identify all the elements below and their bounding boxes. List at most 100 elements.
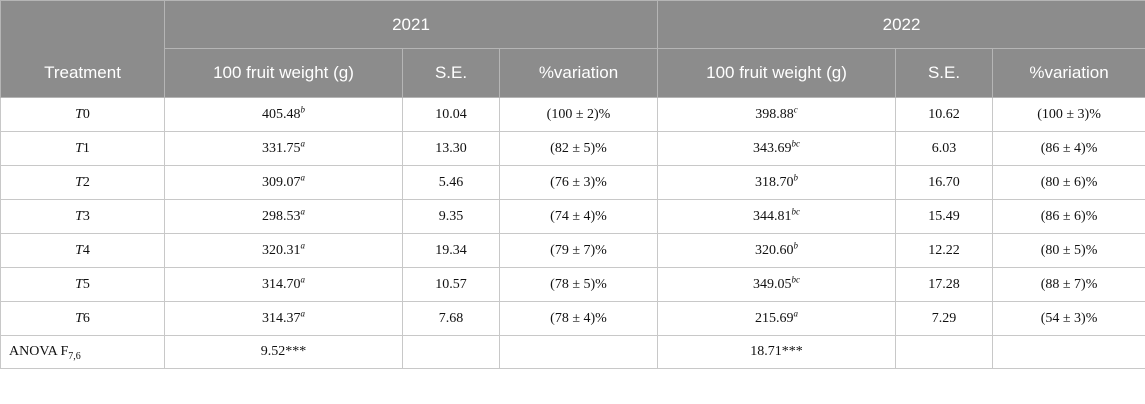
variation-2022-cell: (54 ± 3)% xyxy=(992,301,1145,336)
significance-letter: bc xyxy=(791,273,801,284)
se-2022-cell: 6.03 xyxy=(895,131,994,166)
treatment-cell: T4 xyxy=(0,233,165,268)
significance-letter: b xyxy=(793,239,799,250)
table-row: T0 405.48b 10.04 (100 ± 2)% 398.88c 10.6… xyxy=(0,97,1145,132)
weight-2021-cell: 331.75a xyxy=(164,131,403,166)
results-table: Treatment 2021 2022 100 fruit weight (g)… xyxy=(0,0,1145,369)
anova-label-cell: ANOVA F7,6 xyxy=(0,335,165,369)
variation-2022-cell: (86 ± 4)% xyxy=(992,131,1145,166)
header-se-2022: S.E. xyxy=(895,48,994,98)
header-treatment: Treatment xyxy=(0,0,165,98)
treatment-cell: T5 xyxy=(0,267,165,302)
empty-cell xyxy=(992,335,1145,369)
weight-2021-cell: 314.37a xyxy=(164,301,403,336)
table-row: T5 314.70a 10.57 (78 ± 5)% 349.05bc 17.2… xyxy=(0,267,1145,302)
significance-letter: a xyxy=(300,171,306,182)
weight-value: 215.69 xyxy=(755,310,794,326)
variation-2021-cell: (74 ± 4)% xyxy=(498,199,659,234)
variation-2022-cell: (80 ± 5)% xyxy=(992,233,1145,268)
se-2022-cell: 7.29 xyxy=(895,301,994,336)
weight-value: 318.70 xyxy=(755,174,794,190)
se-2021-cell: 5.46 xyxy=(402,165,500,200)
anova-label: ANOVA F xyxy=(9,344,69,359)
significance-letter: a xyxy=(300,205,306,216)
se-2021-cell: 19.34 xyxy=(402,233,500,268)
se-2021-cell: 7.68 xyxy=(402,301,500,336)
header-weight-2021: 100 fruit weight (g) xyxy=(164,48,403,98)
variation-2021-cell: (78 ± 4)% xyxy=(498,301,659,336)
table-row: T3 298.53a 9.35 (74 ± 4)% 344.81bc 15.49… xyxy=(0,199,1145,234)
variation-2021-cell: (78 ± 5)% xyxy=(498,267,659,302)
significance-letter: bc xyxy=(791,205,801,216)
weight-value: 405.48 xyxy=(262,106,301,122)
header-year-2021: 2021 xyxy=(163,0,659,49)
weight-value: 349.05 xyxy=(753,276,792,292)
header-year-2022: 2022 xyxy=(657,0,1145,49)
table-row: T1 331.75a 13.30 (82 ± 5)% 343.69bc 6.03… xyxy=(0,131,1145,166)
treatment-cell: T3 xyxy=(0,199,165,234)
se-2022-cell: 10.62 xyxy=(895,97,994,132)
treatment-letter: T xyxy=(75,208,83,224)
treatment-cell: T1 xyxy=(0,131,165,166)
se-2022-cell: 17.28 xyxy=(895,267,994,302)
weight-value: 309.07 xyxy=(262,174,301,190)
weight-value: 298.53 xyxy=(262,208,301,224)
weight-2021-cell: 298.53a xyxy=(164,199,403,234)
se-2022-cell: 16.70 xyxy=(895,165,994,200)
treatment-number: 5 xyxy=(82,276,90,292)
variation-2022-cell: (80 ± 6)% xyxy=(992,165,1145,200)
significance-letter: c xyxy=(793,103,798,114)
variation-2022-cell: (100 ± 3)% xyxy=(992,97,1145,132)
significance-letter: a xyxy=(300,273,306,284)
weight-2021-cell: 320.31a xyxy=(164,233,403,268)
weight-value: 344.81 xyxy=(753,208,792,224)
se-2021-cell: 9.35 xyxy=(402,199,500,234)
variation-2022-cell: (86 ± 6)% xyxy=(992,199,1145,234)
weight-2021-cell: 405.48b xyxy=(164,97,403,132)
weight-2022-cell: 343.69bc xyxy=(657,131,897,166)
se-2021-cell: 13.30 xyxy=(402,131,500,166)
significance-letter: a xyxy=(793,307,799,318)
table-row: T4 320.31a 19.34 (79 ± 7)% 320.60b 12.22… xyxy=(0,233,1145,268)
anova-label-subscript: 7,6 xyxy=(68,350,81,362)
significance-letter: a xyxy=(300,239,306,250)
header-se-2021: S.E. xyxy=(402,48,500,98)
weight-2022-cell: 349.05bc xyxy=(657,267,897,302)
weight-2021-cell: 314.70a xyxy=(164,267,403,302)
weight-value: 314.70 xyxy=(262,276,301,292)
header-weight-2022: 100 fruit weight (g) xyxy=(657,48,897,98)
weight-2022-cell: 215.69a xyxy=(657,301,897,336)
table-row: T2 309.07a 5.46 (76 ± 3)% 318.70b 16.70 … xyxy=(0,165,1145,200)
variation-2021-cell: (82 ± 5)% xyxy=(498,131,659,166)
anova-f-2022: 18.71*** xyxy=(657,335,897,369)
treatment-cell: T0 xyxy=(0,97,165,132)
treatment-letter: T xyxy=(75,174,83,190)
significance-letter: b xyxy=(300,103,306,114)
table-header: Treatment 2021 2022 100 fruit weight (g)… xyxy=(0,0,1145,98)
se-2021-cell: 10.04 xyxy=(402,97,500,132)
weight-2022-cell: 344.81bc xyxy=(657,199,897,234)
empty-cell xyxy=(498,335,659,369)
treatment-cell: T6 xyxy=(0,301,165,336)
treatment-cell: T2 xyxy=(0,165,165,200)
weight-2022-cell: 398.88c xyxy=(657,97,897,132)
treatment-letter: T xyxy=(75,140,83,156)
treatment-letter: T xyxy=(75,310,83,326)
significance-letter: a xyxy=(300,137,306,148)
weight-value: 343.69 xyxy=(753,140,792,156)
weight-value: 398.88 xyxy=(755,106,794,122)
treatment-letter: T xyxy=(75,242,83,258)
treatment-number: 4 xyxy=(82,242,90,258)
variation-2021-cell: (79 ± 7)% xyxy=(498,233,659,268)
se-2022-cell: 12.22 xyxy=(895,233,994,268)
treatment-number: 6 xyxy=(82,310,90,326)
treatment-number: 0 xyxy=(82,106,90,122)
empty-cell xyxy=(402,335,500,369)
treatment-number: 1 xyxy=(82,140,90,156)
weight-value: 320.60 xyxy=(755,242,794,258)
significance-letter: b xyxy=(793,171,799,182)
treatment-letter: T xyxy=(75,276,83,292)
header-variation-2022: %variation xyxy=(992,48,1145,98)
weight-value: 331.75 xyxy=(262,140,301,156)
treatment-letter: T xyxy=(75,106,83,122)
